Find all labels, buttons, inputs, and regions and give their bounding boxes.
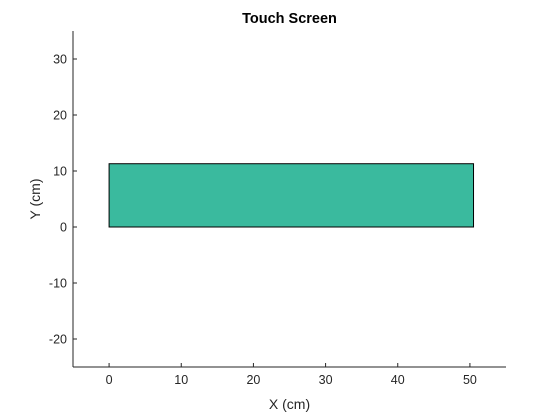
y-axis-label: Y (cm) xyxy=(27,179,43,220)
x-tick-label: 30 xyxy=(319,373,333,387)
x-tick-label: 0 xyxy=(106,373,113,387)
x-tick-label: 40 xyxy=(391,373,405,387)
touch-screen-rectangle xyxy=(108,163,475,228)
x-tick-label: 20 xyxy=(246,373,260,387)
x-tick-label: 10 xyxy=(174,373,188,387)
y-tick-label: -20 xyxy=(49,333,67,347)
x-tick-label: 50 xyxy=(463,373,477,387)
axes xyxy=(72,31,506,368)
y-tick-labels: -20 -10 0 10 20 30 xyxy=(49,53,77,347)
y-tick-label: -10 xyxy=(49,277,67,291)
y-tick-label: 0 xyxy=(60,221,67,235)
plot-area xyxy=(108,163,475,228)
y-tick-label: 20 xyxy=(53,109,67,123)
x-tick-labels: 0 10 20 30 40 50 xyxy=(106,363,477,387)
y-tick-label: 10 xyxy=(53,165,67,179)
chart-title: Touch Screen xyxy=(242,11,337,27)
y-tick-label: 30 xyxy=(53,53,67,67)
x-axis-label: X (cm) xyxy=(269,396,310,412)
